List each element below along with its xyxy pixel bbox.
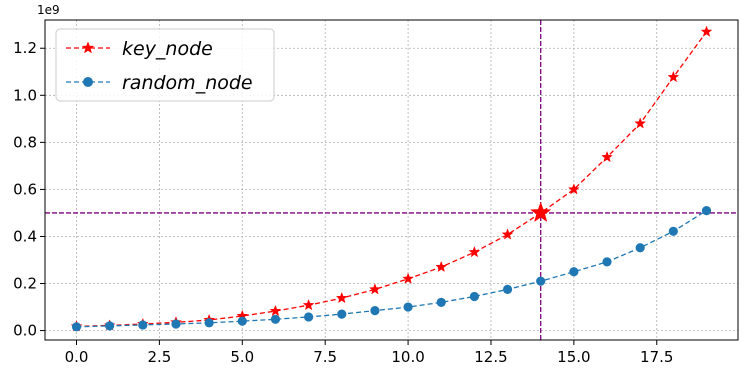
axis-offset-label: 1e9 [37,3,60,17]
data-point-star [435,260,448,273]
y-tick-label: 1.2 [13,39,37,57]
x-tick-label: 15.0 [557,348,590,366]
series-line [76,210,707,328]
reference-lines [45,20,738,340]
data-point-star [335,291,348,304]
x-tick-label: 12.5 [474,348,507,366]
data-point-circle [403,302,413,312]
legend-box [55,28,275,102]
x-tick-label: 7.5 [313,348,337,366]
data-point-circle [602,257,612,267]
data-point-circle [304,312,314,322]
data-point-circle [569,267,579,277]
plot-frame [44,19,739,341]
data-point-circle [171,319,181,329]
series-random-node [71,205,712,332]
data-point-circle [502,284,513,295]
y-tick-label: 0.2 [13,275,37,293]
data-point-circle [436,297,446,307]
data-point-circle [337,309,347,319]
data-point-circle [370,305,380,316]
data-point-circle [701,205,712,216]
highlight-layer [530,201,552,223]
legend-item-random-node: random_node [66,72,253,94]
data-point-star [302,298,315,311]
data-point-star [667,70,680,83]
data-point-circle [668,226,678,236]
data-point-star [402,272,414,284]
x-axis: 0.0 2.5 5.0 7.5 10.0 12.5 15.0 17.5 [65,340,673,366]
data-point-star [601,150,613,163]
legend-label: random_node [122,72,253,94]
data-point-star [567,183,580,195]
data-point-star [269,304,282,317]
y-tick-label: 0.4 [13,227,37,245]
y-tick-label: 1.0 [13,86,37,104]
series-layer [70,25,713,332]
legend-circle-marker [83,77,93,87]
x-tick-label: 2.5 [147,348,171,366]
y-axis: 0.0 0.2 0.4 0.6 0.8 1.0 1.2 [13,39,45,340]
x-tick-label: 17.5 [640,348,673,366]
x-tick-label: 0.0 [65,348,89,366]
x-tick-label: 5.0 [230,348,254,366]
x-tick-label: 10.0 [391,348,424,366]
highlight-star-marker [530,201,552,223]
y-tick-label: 0.0 [13,322,37,340]
data-point-circle [237,316,247,326]
data-point-star [501,228,514,240]
series-line [76,31,708,327]
data-point-star [468,246,481,258]
data-point-circle [270,314,281,324]
data-point-circle [71,322,82,332]
data-point-circle [105,321,115,331]
data-point-circle [635,243,645,253]
data-point-circle [536,276,546,286]
data-point-star [369,283,381,295]
legend-item-key-node: key_node [66,38,213,60]
data-point-circle [204,318,214,328]
y-tick-label: 0.8 [13,133,37,151]
y-tick-label: 0.6 [13,180,37,198]
legend-star-marker [81,41,95,54]
data-point-circle [138,320,148,330]
data-point-circle [469,291,479,302]
data-point-star [700,25,713,37]
legend-label: key_node [122,38,213,60]
data-point-star [634,117,647,129]
legend: key_node random_node [55,28,275,102]
